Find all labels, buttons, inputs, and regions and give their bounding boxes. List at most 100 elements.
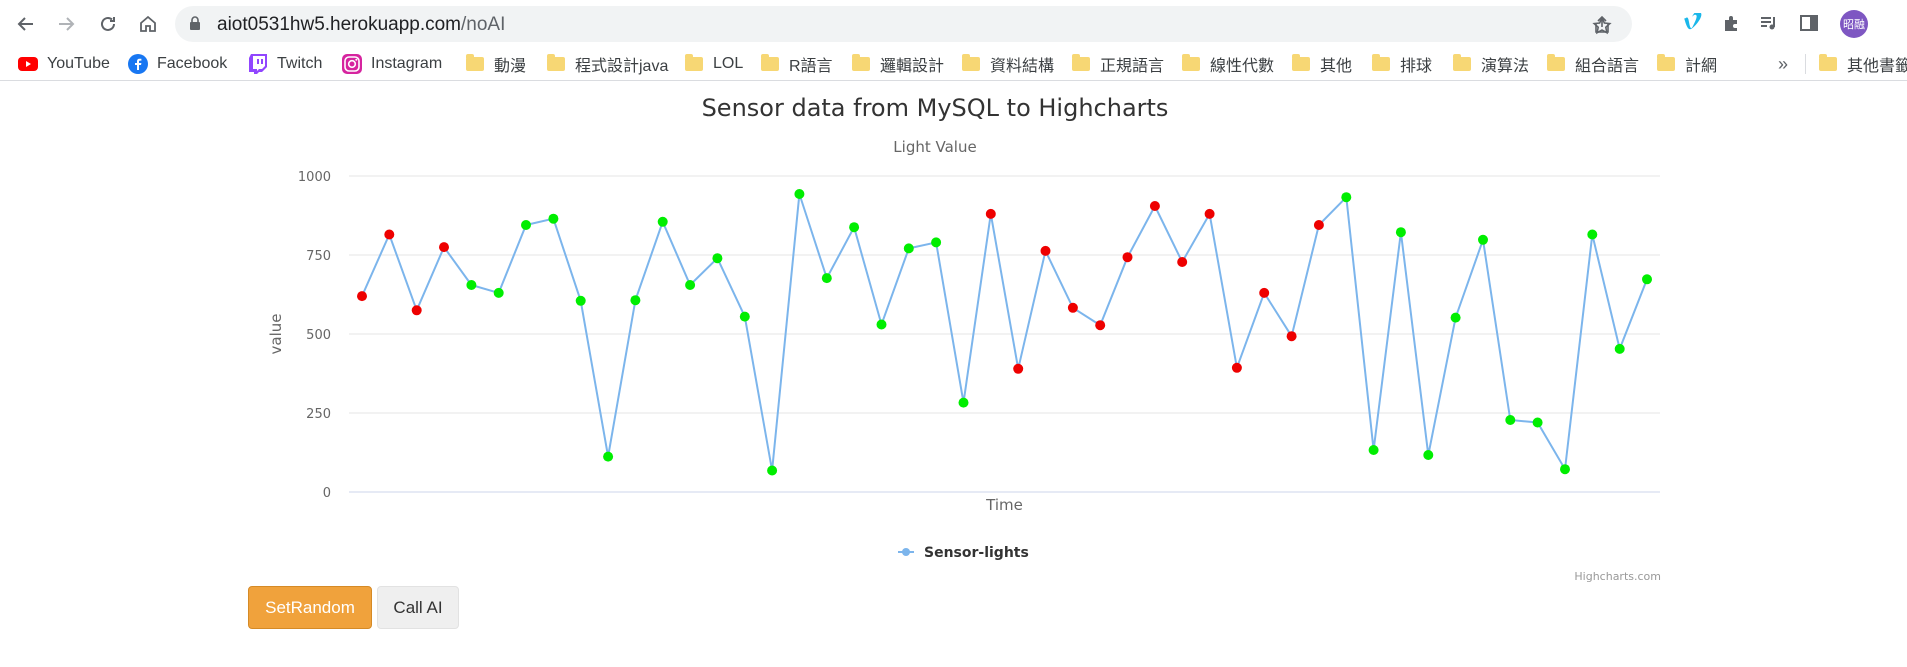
y-tick-label: 750	[306, 249, 331, 264]
data-point	[1614, 343, 1625, 354]
folder-icon	[684, 54, 704, 74]
data-point	[548, 213, 559, 224]
data-point	[712, 253, 723, 264]
folder-icon	[1181, 54, 1201, 74]
data-point	[821, 273, 832, 284]
y-axis-label: value	[267, 314, 285, 355]
bookmark-folder-other[interactable]: 其他	[1291, 52, 1352, 76]
legend-label[interactable]: Sensor-lights	[924, 545, 1029, 561]
series-points	[357, 189, 1652, 476]
vimeo-extension-icon[interactable]	[1681, 11, 1705, 35]
data-point	[1341, 192, 1352, 203]
call-ai-button[interactable]: Call AI	[377, 586, 459, 629]
data-point	[575, 295, 586, 306]
bookmark-label: Facebook	[157, 55, 228, 72]
home-icon[interactable]	[134, 10, 162, 38]
legend-symbol-marker	[902, 548, 910, 556]
bookmark-label: 正規語言	[1100, 58, 1165, 75]
data-point	[657, 216, 668, 227]
data-point	[1013, 363, 1024, 374]
bookmark-folder-formal-lang[interactable]: 正規語言	[1071, 52, 1164, 76]
extensions-puzzle-icon[interactable]	[1720, 11, 1744, 35]
data-point	[931, 237, 942, 248]
data-point	[1231, 362, 1242, 373]
data-point	[1177, 257, 1188, 267]
bookmark-other-bookmarks[interactable]: 其他書籤	[1818, 52, 1907, 76]
bookmark-label: 排球	[1400, 58, 1433, 75]
bookmark-label: 組合語言	[1575, 58, 1640, 75]
bookmark-twitch[interactable]: Twitch	[248, 52, 322, 76]
data-point	[1095, 320, 1106, 331]
side-panel-icon[interactable]	[1797, 11, 1821, 35]
bookmark-label: 其他書籤	[1847, 58, 1907, 75]
folder-icon	[961, 54, 981, 74]
bookmark-label: 其他	[1320, 58, 1353, 75]
bookmark-folder-algorithm[interactable]: 演算法	[1452, 52, 1529, 76]
bookmark-folder-r[interactable]: R語言	[760, 52, 833, 76]
data-point	[1423, 450, 1434, 460]
y-tick-label: 500	[306, 328, 331, 343]
bookmark-label: Instagram	[371, 55, 443, 72]
chart-gridlines	[349, 175, 1660, 414]
bookmark-label: 邏輯設計	[880, 58, 945, 75]
data-point	[439, 242, 449, 253]
bookmark-folder-volleyball[interactable]: 排球	[1371, 52, 1432, 76]
legend-item-sensor-lights[interactable]: Sensor-lights	[898, 545, 1029, 561]
youtube-icon	[18, 54, 38, 74]
data-point	[1122, 252, 1133, 263]
folder-icon	[1656, 54, 1676, 74]
data-point	[1149, 201, 1160, 211]
bookmark-folder-lol[interactable]: LOL	[684, 52, 743, 76]
reload-icon[interactable]	[94, 10, 122, 38]
bookmark-folder-anime[interactable]: 動漫	[465, 52, 526, 76]
facebook-icon	[128, 54, 148, 74]
data-point	[849, 222, 860, 233]
bookmark-folder-assembly[interactable]: 組合語言	[1546, 52, 1639, 76]
data-point	[521, 220, 531, 230]
data-point	[1560, 464, 1570, 475]
bookmark-star-icon[interactable]	[1592, 16, 1612, 36]
folder-icon	[851, 54, 871, 74]
url-text[interactable]: aiot0531hw5.herokuapp.com/noAI	[217, 14, 506, 35]
data-point	[1313, 220, 1324, 230]
set-random-button[interactable]: SetRandom	[248, 586, 372, 629]
bookmarks-overflow-button[interactable]: »	[1778, 53, 1789, 74]
folder-icon	[465, 54, 485, 74]
forward-icon[interactable]	[52, 10, 80, 38]
share-icon[interactable]	[1592, 15, 1612, 35]
bookmark-folder-java[interactable]: 程式設計java	[546, 52, 668, 76]
folder-icon	[546, 54, 566, 74]
profile-avatar[interactable]: 昭融	[1840, 10, 1868, 38]
back-icon[interactable]	[12, 10, 40, 38]
chart-title: Sensor data from MySQL to Highcharts	[701, 94, 1169, 122]
data-point	[1587, 229, 1598, 240]
data-point	[1478, 234, 1488, 245]
bookmark-instagram[interactable]: Instagram	[342, 52, 442, 76]
data-point	[630, 295, 641, 306]
bookmark-folder-linear-algebra[interactable]: 線性代數	[1181, 52, 1274, 76]
data-point	[903, 243, 914, 254]
bookmark-folder-network[interactable]: 計網	[1656, 52, 1717, 76]
highcharts-credits-link[interactable]: Highcharts.com	[1574, 570, 1661, 583]
data-point	[1286, 331, 1297, 342]
bookmark-folder-logic[interactable]: 邏輯設計	[851, 52, 944, 76]
bookmark-facebook[interactable]: Facebook	[128, 52, 227, 76]
bookmark-label: 程式設計java	[575, 58, 669, 75]
data-point	[1450, 312, 1461, 323]
bookmark-folder-ds[interactable]: 資料結構	[961, 52, 1054, 76]
data-point	[1505, 415, 1516, 425]
y-tick-label: 1000	[298, 170, 331, 185]
series-line-sensor-lights	[361, 193, 1648, 473]
data-point	[384, 229, 395, 240]
data-point	[466, 280, 477, 290]
data-point	[357, 291, 367, 302]
lock-icon[interactable]	[189, 16, 201, 36]
media-queue-icon[interactable]	[1757, 11, 1781, 35]
folder-icon	[760, 54, 780, 74]
bookmark-label: 演算法	[1481, 58, 1530, 75]
address-bar[interactable]: aiot0531hw5.herokuapp.com/noAI	[175, 6, 1632, 42]
data-point	[685, 280, 696, 290]
folder-icon	[1452, 54, 1472, 74]
bookmark-label: 計網	[1685, 58, 1718, 75]
bookmark-youtube[interactable]: YouTube	[18, 52, 110, 76]
